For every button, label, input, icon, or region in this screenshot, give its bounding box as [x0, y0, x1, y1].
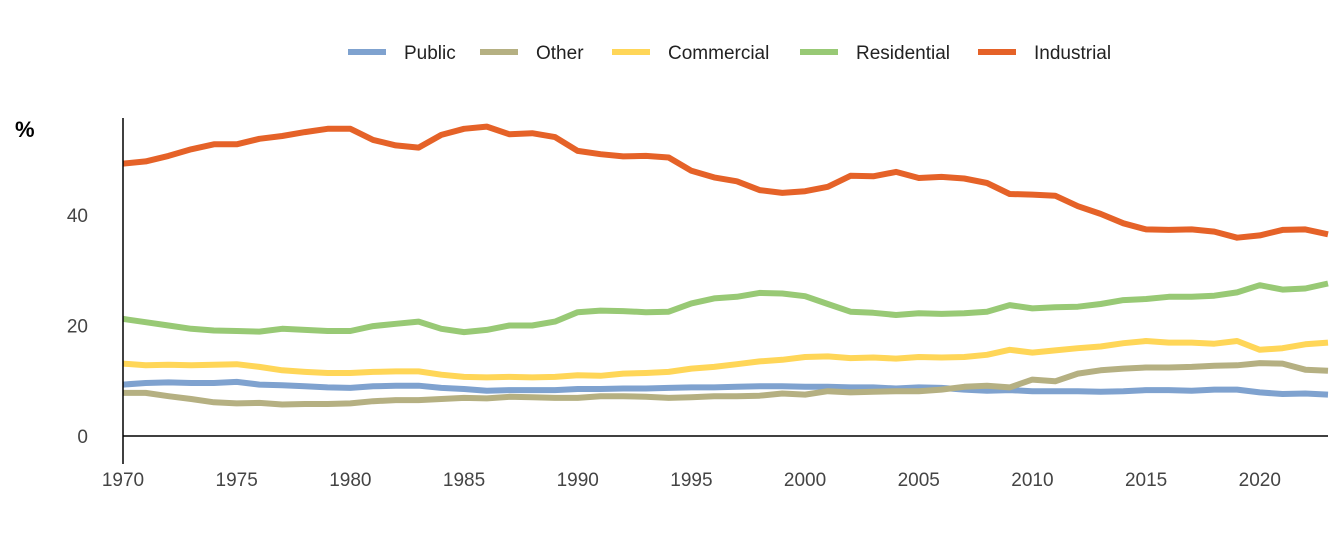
x-tick-label: 2015	[1125, 470, 1167, 491]
x-tick-label: 1990	[557, 470, 599, 491]
x-tick-label: 1975	[216, 470, 258, 491]
series-line-commercial	[122, 338, 1329, 381]
y-tick-label: 0	[77, 427, 88, 448]
legend-label-residential: Residential	[856, 43, 950, 64]
x-tick-label: 2005	[898, 470, 940, 491]
y-axis-ticks: 0 20 40	[67, 206, 88, 448]
series-line-industrial	[122, 123, 1329, 241]
series-lines	[122, 123, 1329, 408]
x-tick-label: 1980	[329, 470, 371, 491]
legend-label-commercial: Commercial	[668, 43, 769, 64]
x-tick-label: 2000	[784, 470, 826, 491]
x-tick-label: 1995	[670, 470, 712, 491]
legend-label-public: Public	[404, 43, 456, 64]
series-line-other	[123, 360, 1329, 408]
x-tick-label: 2010	[1011, 470, 1053, 491]
y-tick-label: 40	[67, 206, 88, 227]
x-axis-ticks: 1970 1975 1980 1985 1990 1995 2000 2005 2010 2015…	[102, 470, 1281, 491]
legend: Public Other Commercial Residential Industri…	[348, 43, 1111, 64]
y-tick-label: 20	[67, 317, 88, 338]
legend-label-other: Other	[536, 43, 584, 64]
legend-label-industrial: Industrial	[1034, 43, 1111, 64]
series-line-residential	[122, 280, 1329, 336]
x-tick-label: 1985	[443, 470, 485, 491]
series-line-public	[122, 378, 1329, 398]
x-tick-label: 2020	[1239, 470, 1281, 491]
y-axis-unit-label: %	[15, 117, 35, 142]
x-tick-label: 1970	[102, 470, 144, 491]
